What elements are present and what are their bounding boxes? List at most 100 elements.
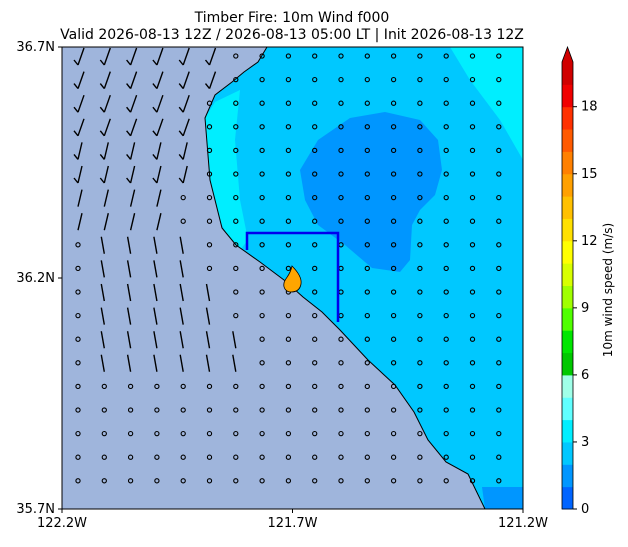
calm-wind-marker: [496, 53, 502, 59]
colorbar-tick-label: 15: [581, 167, 598, 182]
calm-wind-marker: [364, 242, 370, 248]
calm-wind-marker: [443, 218, 449, 224]
calm-wind-marker: [338, 383, 344, 390]
chart-title: Timber Fire: 10m Wind f000: [194, 10, 390, 26]
calm-wind-marker: [496, 171, 502, 177]
calm-wind-marker: [443, 147, 449, 154]
wind-barb: [178, 142, 188, 160]
calm-wind-marker: [233, 265, 239, 272]
calm-wind-marker: [285, 407, 292, 413]
calm-wind-marker: [496, 430, 502, 437]
calm-wind-marker: [127, 454, 134, 460]
calm-wind-marker: [443, 360, 449, 366]
wind-barb: [179, 307, 184, 325]
calm-wind-marker: [259, 383, 265, 390]
colorbar-segment: [562, 397, 573, 421]
calm-wind-marker: [233, 242, 239, 248]
calm-wind-marker: [206, 147, 213, 154]
calm-wind-marker: [390, 430, 397, 437]
calm-wind-marker: [364, 147, 370, 154]
colorbar-segment: [562, 374, 573, 398]
calm-wind-marker: [417, 360, 423, 366]
colorbar-segment: [562, 263, 573, 286]
calm-wind-marker: [285, 124, 292, 130]
calm-wind-marker: [443, 430, 449, 437]
calm-wind-marker: [154, 407, 160, 413]
colorbar-segment: [562, 240, 573, 264]
chart-subtitle: Valid 2026-08-13 12Z / 2026-08-13 05:00 …: [60, 27, 524, 43]
calm-wind-marker: [259, 242, 265, 248]
calm-wind-marker: [285, 312, 292, 319]
wind-barb: [99, 47, 111, 66]
wind-barb: [178, 71, 190, 90]
calm-wind-marker: [285, 171, 292, 177]
calm-wind-marker: [390, 76, 397, 83]
calm-wind-marker: [75, 336, 81, 342]
calm-wind-marker: [338, 194, 344, 201]
wind-barb: [126, 307, 132, 325]
calm-wind-marker: [469, 218, 476, 224]
calm-wind-marker: [259, 360, 265, 366]
calm-wind-marker: [259, 478, 265, 484]
wind-barbs: [73, 47, 502, 484]
colorbar-segment: [562, 151, 573, 175]
calm-wind-marker: [285, 76, 292, 83]
wind-barb: [152, 165, 162, 184]
wind-barb: [153, 236, 158, 254]
calm-wind-marker: [469, 53, 476, 59]
calm-wind-marker: [233, 312, 239, 319]
calm-wind-marker: [206, 383, 213, 390]
calm-wind-marker: [364, 407, 370, 413]
wind-barb: [73, 71, 85, 90]
calm-wind-marker: [496, 147, 502, 154]
calm-wind-marker: [496, 383, 502, 390]
colorbar-segment: [562, 129, 573, 152]
focus-region-box: [245, 231, 340, 322]
calm-wind-marker: [154, 383, 160, 390]
calm-wind-marker: [417, 383, 423, 390]
calm-wind-marker: [443, 454, 449, 460]
wind-barb: [204, 47, 217, 66]
calm-wind-marker: [364, 53, 370, 59]
calm-wind-marker: [154, 454, 160, 460]
calm-wind-marker: [390, 53, 397, 59]
wind-barb: [156, 213, 162, 231]
wind-barb: [179, 331, 184, 349]
calm-wind-marker: [364, 454, 370, 460]
calm-wind-marker: [206, 265, 213, 272]
colorbar-segment: [562, 419, 573, 443]
calm-wind-marker: [417, 478, 423, 484]
wind-barb: [126, 236, 132, 254]
calm-wind-marker: [364, 194, 370, 201]
calm-wind-marker: [233, 383, 239, 390]
calm-wind-marker: [312, 124, 318, 130]
calm-wind-marker: [285, 194, 292, 201]
calm-wind-marker: [285, 336, 292, 342]
wind-barb: [99, 71, 111, 90]
calm-wind-marker: [364, 312, 370, 319]
calm-wind-marker: [338, 124, 344, 130]
calm-wind-marker: [469, 383, 476, 390]
calm-wind-marker: [180, 430, 186, 437]
calm-wind-marker: [75, 430, 81, 437]
calm-wind-marker: [417, 289, 423, 295]
calm-wind-marker: [390, 478, 397, 484]
calm-wind-marker: [259, 147, 265, 154]
calm-wind-marker: [233, 218, 239, 224]
wind-barb: [152, 118, 164, 137]
wind-barb: [179, 236, 184, 254]
colorbar-segment: [562, 106, 573, 130]
calm-wind-marker: [312, 407, 318, 413]
calm-wind-marker: [312, 336, 318, 342]
wind-barb: [100, 331, 105, 349]
wind-barb: [156, 189, 162, 207]
wind-barb: [99, 142, 109, 160]
colorbar-segment: [562, 486, 573, 510]
wind-barb: [73, 94, 85, 113]
contour-speed-2-3-coast: [205, 90, 248, 250]
wind-barb: [100, 354, 105, 372]
wind-barb: [126, 165, 136, 184]
calm-wind-marker: [312, 383, 318, 390]
wind-barb: [179, 260, 184, 278]
calm-wind-marker: [364, 265, 370, 272]
